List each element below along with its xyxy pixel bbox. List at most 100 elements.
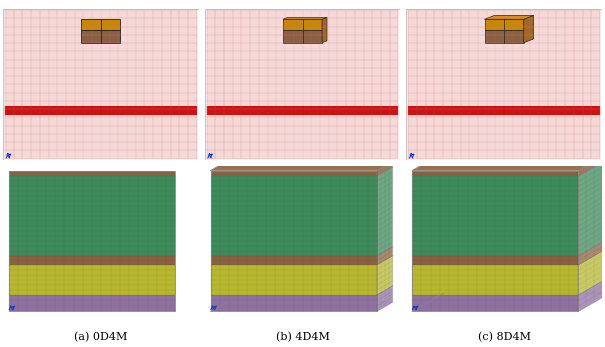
Bar <box>248 10 357 159</box>
Bar <box>275 10 330 159</box>
Polygon shape <box>322 17 327 43</box>
Bar <box>238 10 367 159</box>
Bar <box>260 10 345 159</box>
Bar <box>79 10 123 159</box>
Bar <box>96 10 106 159</box>
Polygon shape <box>211 162 393 171</box>
Bar <box>450 10 558 159</box>
Bar <box>457 10 551 159</box>
Bar <box>31 10 171 159</box>
Polygon shape <box>377 256 393 295</box>
Bar <box>268 10 337 159</box>
Bar <box>83 10 118 159</box>
Polygon shape <box>524 16 534 43</box>
Bar <box>472 10 537 159</box>
Bar <box>293 10 312 159</box>
Bar <box>445 10 564 159</box>
Bar <box>27 10 175 159</box>
Bar <box>285 10 320 159</box>
Bar <box>64 10 138 159</box>
Bar <box>250 10 355 159</box>
Text: (b) 4D4M: (b) 4D4M <box>275 332 330 342</box>
Bar <box>93 10 108 159</box>
Bar <box>430 10 578 159</box>
Bar <box>243 10 362 159</box>
Bar <box>211 171 377 312</box>
Bar <box>47 10 155 159</box>
Bar <box>266 10 339 159</box>
Bar <box>298 10 307 159</box>
Bar <box>283 10 322 159</box>
Polygon shape <box>377 167 393 256</box>
Bar <box>283 30 322 43</box>
Bar <box>68 10 133 159</box>
Bar <box>502 10 506 159</box>
Polygon shape <box>578 238 605 265</box>
Bar <box>492 10 517 159</box>
Polygon shape <box>412 152 605 171</box>
Bar <box>290 10 315 159</box>
Bar <box>51 10 151 159</box>
Bar <box>497 10 512 159</box>
Polygon shape <box>211 265 377 295</box>
Bar <box>479 10 529 159</box>
Bar <box>34 10 168 159</box>
Bar <box>233 10 372 159</box>
Bar <box>39 10 163 159</box>
Bar <box>228 10 377 159</box>
Polygon shape <box>9 256 175 265</box>
Bar <box>432 10 576 159</box>
Bar <box>54 10 148 159</box>
Bar <box>434 10 574 159</box>
Bar <box>485 30 524 43</box>
Bar <box>283 19 322 30</box>
Bar <box>258 10 347 159</box>
Bar <box>477 10 531 159</box>
Bar <box>61 10 140 159</box>
Bar <box>485 19 524 30</box>
Bar <box>81 19 120 30</box>
Bar <box>482 10 526 159</box>
Bar <box>81 10 121 159</box>
Bar <box>74 10 128 159</box>
Text: (a) 0D4M: (a) 0D4M <box>74 332 128 342</box>
Bar <box>440 10 569 159</box>
Bar <box>81 30 120 43</box>
Bar <box>44 10 158 159</box>
Bar <box>56 10 146 159</box>
Polygon shape <box>211 176 377 256</box>
Bar <box>408 106 600 115</box>
Bar <box>270 10 335 159</box>
Bar <box>5 106 197 115</box>
Polygon shape <box>9 171 175 176</box>
Bar <box>467 10 541 159</box>
Text: (c) 8D4M: (c) 8D4M <box>478 332 531 342</box>
Polygon shape <box>377 286 393 312</box>
Bar <box>88 10 113 159</box>
Bar <box>76 10 126 159</box>
Bar <box>494 10 514 159</box>
Bar <box>462 10 546 159</box>
Bar <box>280 10 325 159</box>
Bar <box>241 10 364 159</box>
Polygon shape <box>283 17 327 19</box>
Polygon shape <box>412 171 578 176</box>
Bar <box>66 10 136 159</box>
Bar <box>246 10 359 159</box>
Polygon shape <box>377 247 393 265</box>
Bar <box>442 10 566 159</box>
Bar <box>474 10 534 159</box>
Bar <box>295 10 310 159</box>
Bar <box>287 10 318 159</box>
Bar <box>487 10 522 159</box>
Polygon shape <box>485 16 534 19</box>
Bar <box>273 10 332 159</box>
Bar <box>99 10 103 159</box>
Polygon shape <box>578 158 605 256</box>
Bar <box>484 10 524 159</box>
Bar <box>255 10 350 159</box>
Polygon shape <box>377 162 393 176</box>
Bar <box>263 10 342 159</box>
Polygon shape <box>412 256 578 265</box>
Bar <box>253 10 352 159</box>
